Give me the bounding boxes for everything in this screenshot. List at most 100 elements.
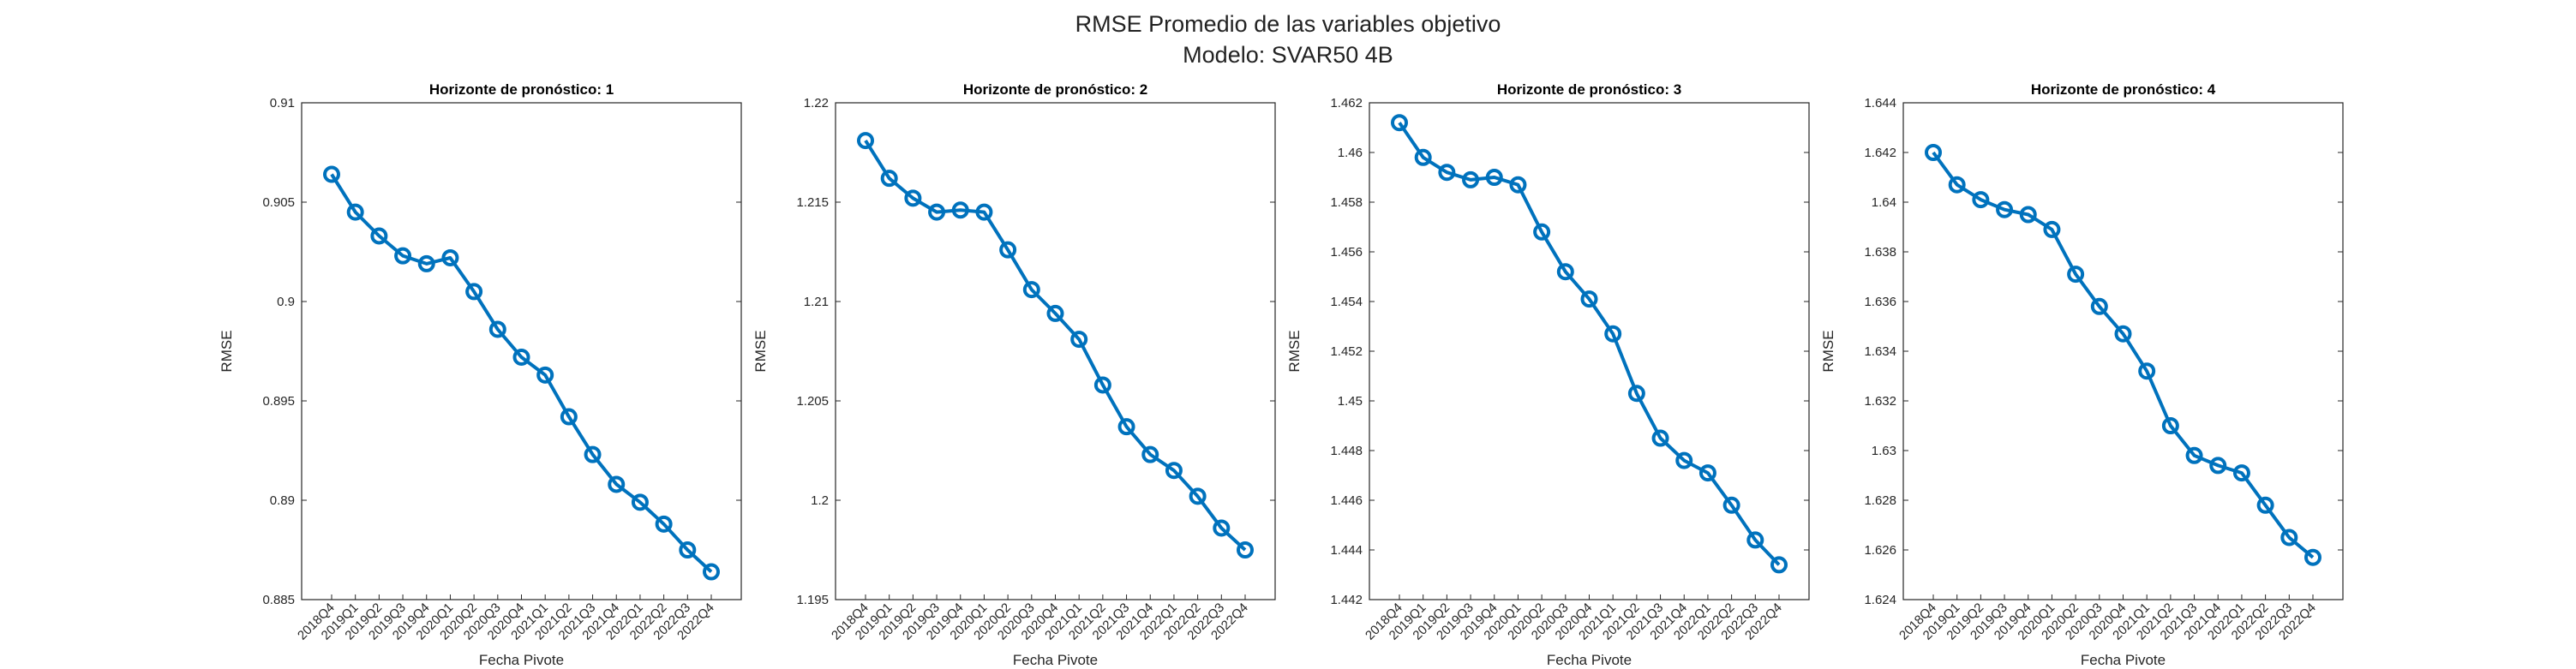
- data-point: [1746, 531, 1764, 549]
- y-tick-label: 1.22: [804, 96, 829, 111]
- y-tick-label: 1.2: [811, 493, 829, 508]
- x-axis-label: Fecha Pivote: [1547, 652, 1632, 668]
- x-axis-label: Fecha Pivote: [479, 652, 564, 668]
- y-tick-label: 0.905: [262, 195, 295, 210]
- data-point: [1580, 290, 1598, 308]
- data-point: [655, 515, 673, 533]
- data-point: [2185, 446, 2203, 464]
- y-tick-label: 1.462: [1330, 96, 1363, 111]
- data-point: [1972, 191, 1990, 209]
- data-point: [1651, 429, 1669, 447]
- panel-title: Horizonte de pronóstico: 3: [1497, 81, 1681, 98]
- data-point: [2209, 457, 2227, 475]
- series-line: [1932, 151, 2315, 559]
- data-point: [1533, 223, 1551, 241]
- data-point: [1770, 556, 1788, 574]
- y-tick-label: 1.64: [1872, 195, 1896, 210]
- figure-title-line1: RMSE Promedio de las variables objetivo: [1075, 11, 1501, 37]
- y-tick-label: 1.636: [1864, 295, 1896, 309]
- data-point: [608, 475, 626, 493]
- y-tick-label: 1.454: [1330, 295, 1363, 309]
- y-tick-label: 1.644: [1864, 96, 1896, 111]
- y-tick-label: 0.91: [270, 96, 295, 111]
- x-axis-label: Fecha Pivote: [1013, 652, 1098, 668]
- data-point: [465, 283, 483, 301]
- data-point: [1509, 176, 1527, 194]
- data-point: [1698, 464, 1716, 482]
- series-line: [330, 173, 713, 573]
- y-tick-label: 1.448: [1330, 444, 1363, 458]
- x-axis-label: Fecha Pivote: [2081, 652, 2166, 668]
- y-tick-label: 1.63: [1872, 444, 1896, 458]
- data-point: [2161, 417, 2179, 434]
- data-point: [1213, 519, 1231, 537]
- data-point: [1237, 541, 1254, 558]
- y-tick-label: 1.45: [1338, 394, 1363, 409]
- data-point: [1556, 263, 1574, 281]
- data-point: [703, 563, 720, 581]
- figure-title: RMSE Promedio de las variables objetivo …: [0, 9, 2576, 70]
- chart-panel-3: Horizonte de pronóstico: 3 1.442 1.444 1.44…: [1286, 81, 1810, 668]
- panel-title: Horizonte de pronóstico: 2: [963, 81, 1147, 98]
- data-point: [1485, 169, 1503, 186]
- data-point: [394, 247, 412, 265]
- y-axis-label: RMSE: [1286, 330, 1303, 372]
- y-tick-label: 1.638: [1864, 245, 1896, 260]
- data-point: [679, 541, 697, 558]
- data-point: [1627, 385, 1645, 403]
- data-point: [857, 132, 874, 150]
- data-point: [1675, 451, 1693, 469]
- data-point: [584, 445, 602, 463]
- data-point: [2114, 325, 2132, 343]
- data-point: [2019, 206, 2037, 224]
- y-tick-label: 1.446: [1330, 493, 1363, 508]
- series-line: [1398, 122, 1781, 566]
- data-point: [1414, 148, 1432, 166]
- y-tick-label: 1.634: [1864, 344, 1896, 359]
- data-point: [1189, 487, 1207, 505]
- data-point: [2256, 496, 2274, 514]
- y-tick-label: 1.458: [1330, 195, 1363, 210]
- data-point: [1996, 200, 2014, 218]
- y-tick-label: 1.215: [796, 195, 829, 210]
- data-point: [1046, 304, 1064, 322]
- data-point: [928, 203, 946, 221]
- data-point: [1165, 462, 1183, 480]
- data-point: [1391, 114, 1408, 132]
- y-tick-label: 0.895: [262, 394, 295, 409]
- data-point: [1462, 170, 1480, 188]
- y-tick-label: 1.642: [1864, 146, 1896, 160]
- data-point: [951, 201, 969, 219]
- data-point: [880, 170, 898, 188]
- chart-panel-1: Horizonte de pronóstico: 1 0.885 0.89 0.895…: [219, 81, 742, 668]
- figure-title-line2: Modelo: SVAR50 4B: [1183, 42, 1393, 68]
- y-tick-label: 1.442: [1330, 593, 1363, 607]
- plot-area-frame: [1902, 102, 2344, 600]
- data-point: [323, 165, 340, 183]
- data-point: [512, 348, 530, 366]
- data-point: [2043, 220, 2061, 238]
- y-tick-label: 1.195: [796, 593, 829, 607]
- data-point: [417, 254, 435, 272]
- panel-title: Horizonte de pronóstico: 4: [2031, 81, 2216, 98]
- data-point: [2090, 297, 2108, 315]
- series-line: [864, 140, 1247, 552]
- data-point: [1722, 496, 1740, 514]
- data-point: [631, 493, 649, 511]
- data-point: [1117, 418, 1135, 436]
- y-tick-label: 1.456: [1330, 245, 1363, 260]
- y-tick-label: 1.21: [804, 295, 829, 309]
- data-point: [1022, 281, 1040, 299]
- y-axis-label: RMSE: [219, 330, 235, 372]
- data-point: [1438, 164, 1456, 182]
- plot-area-frame: [835, 102, 1276, 600]
- data-point: [488, 320, 506, 338]
- data-point: [1093, 376, 1111, 394]
- data-point: [346, 203, 364, 221]
- data-point: [2067, 266, 2085, 284]
- data-point: [999, 241, 1017, 259]
- y-tick-label: 1.46: [1338, 146, 1363, 160]
- data-point: [2138, 362, 2156, 380]
- y-tick-label: 1.444: [1330, 543, 1363, 558]
